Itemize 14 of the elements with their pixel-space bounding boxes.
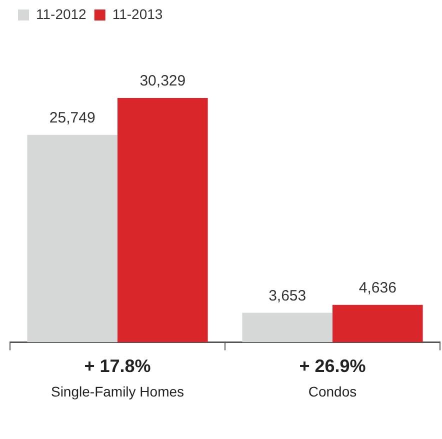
x-tick-label: Single-Family Homes [50, 383, 184, 400]
bar [332, 304, 423, 342]
bar [27, 134, 118, 342]
legend-label: 11-2012 [36, 6, 87, 22]
data-label: 3,653 [268, 287, 306, 304]
data-label: 25,749 [49, 109, 96, 126]
bar [242, 312, 332, 342]
text: + 17.8% [84, 356, 151, 376]
bar [118, 98, 208, 342]
legend-label: 11-2013 [112, 6, 163, 22]
x-tick-label: Condos [308, 383, 357, 400]
data-label: 30,329 [140, 72, 186, 90]
data-label: 4,636 [358, 280, 396, 297]
text: + 26.9% [299, 356, 366, 376]
